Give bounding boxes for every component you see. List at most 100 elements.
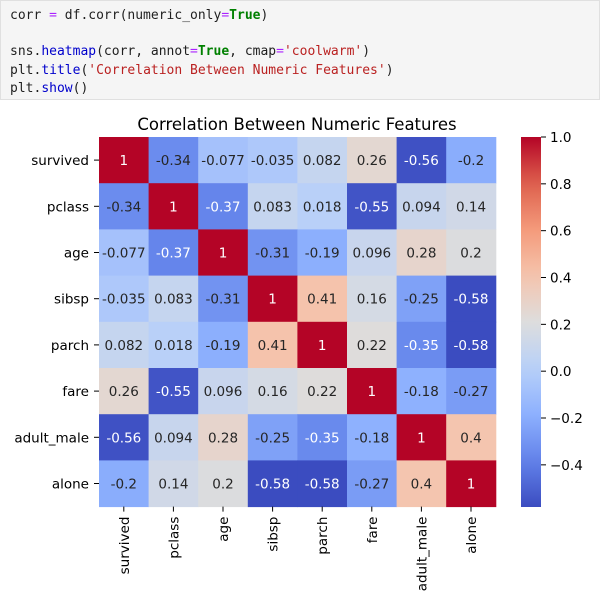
heatmap-cell: [99, 460, 150, 508]
x-tick-label: parch: [315, 517, 331, 555]
colorbar-tick-label: 0.2: [550, 317, 571, 333]
cell-annotation: -0.2: [111, 477, 137, 493]
cell-annotation: 1: [368, 384, 377, 400]
heatmap-cell: [198, 460, 249, 508]
code-editor[interactable]: corr = df.corr(numeric_only=True) sns.hea…: [10, 7, 394, 98]
heatmap-cell: [396, 368, 447, 415]
heatmap-cell: [396, 460, 447, 508]
cell-annotation: -0.37: [156, 246, 191, 262]
heatmap-cell: [247, 368, 298, 415]
code-token: True: [229, 8, 261, 23]
cell-annotation: 1: [169, 199, 178, 215]
y-tick-label: alone: [52, 477, 89, 493]
cell-annotation: 0.2: [460, 246, 481, 262]
cell-annotation: 0.096: [204, 384, 243, 400]
heatmap-cell: [148, 460, 199, 508]
heatmap-cell: [297, 183, 348, 230]
cell-annotation: -0.58: [454, 338, 489, 354]
cell-annotation: -0.035: [102, 292, 146, 308]
code-token: =: [221, 8, 230, 23]
cell-annotation: 0.018: [303, 199, 342, 215]
code-token: ): [362, 44, 371, 60]
code-token: corr: [10, 8, 50, 23]
heatmap-cell: [396, 183, 447, 230]
heatmap-cell: [347, 229, 398, 277]
heatmap-cell: [148, 414, 199, 461]
cell-annotation: 1: [268, 292, 277, 308]
y-tick-label: age: [64, 246, 89, 262]
heatmap-cells: [99, 137, 497, 508]
cell-annotation: -0.35: [305, 430, 340, 446]
cell-annotation: -0.077: [201, 153, 245, 169]
cell-annotation: -0.35: [404, 338, 439, 354]
cell-annotation: 0.4: [411, 477, 432, 493]
code-cell[interactable]: corr = df.corr(numeric_only=True) sns.hea…: [0, 0, 600, 100]
heatmap-cell: [198, 229, 249, 277]
heatmap-cell: [297, 321, 348, 369]
code-token: show: [41, 80, 73, 96]
cell-annotation: 0.14: [456, 199, 486, 215]
heatmap-cell: [396, 229, 447, 277]
heatmap-cell: [99, 321, 150, 369]
heatmap-chart: Correlation Between Numeric Features 1 -0…: [14, 115, 583, 592]
heatmap-cell: [347, 321, 398, 369]
heatmap-cell: [347, 460, 398, 508]
heatmap-cell: [396, 321, 447, 369]
heatmap-cell: [148, 368, 199, 415]
heatmap-cell: [247, 137, 298, 184]
chart-title: Correlation Between Numeric Features: [137, 115, 456, 134]
cell-annotation: 0.094: [402, 199, 441, 215]
cell-annotation: 0.28: [208, 430, 238, 446]
cell-annotation: 0.096: [352, 246, 391, 262]
cell-annotation: 0.2: [212, 477, 233, 493]
heatmap-cell: [99, 368, 150, 415]
cell-annotation: -0.25: [404, 292, 439, 308]
code-token: True: [197, 44, 230, 60]
heatmap-cell: [99, 414, 150, 461]
colorbar-gradient: [521, 137, 541, 507]
heatmap-cell: [446, 183, 497, 230]
x-tick-label: adult_male: [414, 517, 430, 592]
code-line: plt.title('Correlation Between Numeric F…: [10, 62, 394, 80]
heatmap-cell: [198, 275, 249, 323]
cell-annotation: -0.31: [206, 292, 241, 308]
heatmap-cell: [446, 321, 497, 369]
colorbar-tick-label: 1.0: [550, 130, 571, 146]
cell-annotation: -0.27: [354, 477, 389, 493]
cell-annotation: -0.56: [106, 430, 141, 446]
cell-annotation: -0.34: [106, 199, 141, 215]
heatmap-cell: [347, 183, 398, 230]
heatmap-cell: [247, 321, 298, 369]
code-token: ): [385, 62, 394, 78]
heatmap-cell: [446, 137, 497, 184]
cell-annotation: -0.34: [156, 153, 191, 169]
cell-annotation: 0.082: [104, 338, 143, 354]
code-token: , cmap: [229, 44, 277, 60]
heatmap-cell: [198, 368, 249, 415]
heatmap-cell: [347, 368, 398, 415]
colorbar-tick-label: 0.4: [550, 271, 571, 287]
heatmap-cell: [99, 229, 150, 277]
heatmap-cell: [247, 229, 298, 277]
cell-annotation: 0.22: [357, 338, 387, 354]
cell-annotation: -0.19: [206, 338, 241, 354]
heatmap-cell: [446, 368, 497, 415]
cell-annotation: -0.18: [404, 384, 439, 400]
heatmap-cell: [396, 414, 447, 461]
heatmap-cell: [446, 414, 497, 461]
cell-annotation: -0.37: [206, 199, 241, 215]
code-token: =: [49, 8, 57, 23]
code-token: heatmap: [41, 44, 97, 60]
heatmap-cell: [347, 137, 398, 184]
code-token: =: [276, 44, 284, 60]
cell-annotation: 0.16: [357, 292, 387, 308]
heatmap-cell: [198, 137, 249, 184]
cell-annotation: 0.4: [460, 430, 481, 446]
heatmap-cell: [148, 229, 199, 277]
heatmap-cell: [99, 183, 150, 230]
y-tick-label: survived: [31, 153, 89, 169]
code-line: [10, 25, 394, 43]
heatmap-cell: [297, 414, 348, 461]
heatmap-cell: [347, 414, 398, 461]
colorbar-tick-label: −0.4: [550, 458, 583, 474]
